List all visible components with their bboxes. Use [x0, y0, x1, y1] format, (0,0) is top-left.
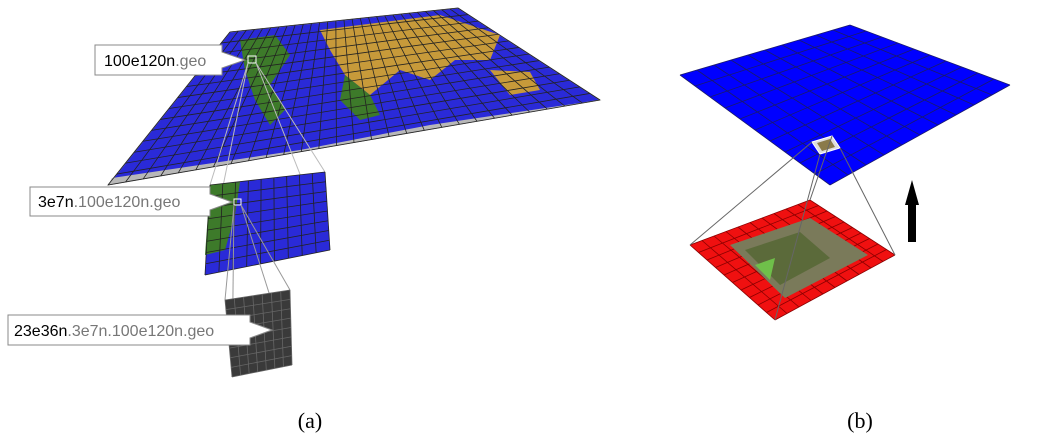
label-text: 3e7n.100e120n.geo [38, 194, 180, 211]
grid-line [207, 210, 328, 231]
map-grid [107, 7, 601, 186]
connectors [689, 135, 896, 321]
grid-line [116, 93, 590, 175]
label-head: 23e36n [14, 323, 67, 340]
grid-line [709, 36, 883, 98]
grid-line [203, 27, 489, 66]
label-head: 3e7n [38, 194, 74, 211]
caption: (b) [847, 408, 873, 433]
grid-line [208, 191, 327, 208]
grid-line [208, 200, 327, 220]
label-box [7, 314, 274, 346]
grid-line [784, 66, 963, 153]
grid-line [754, 54, 931, 131]
label-tail: .100e120n.geo [74, 194, 181, 211]
up-arrow [905, 180, 919, 242]
grid-line [724, 42, 899, 109]
label-box [29, 186, 234, 217]
label-tail: .3e7n.100e120n.geo [67, 323, 214, 340]
label: 3e7n.100e120n.geo [29, 186, 234, 217]
grid-line [151, 66, 550, 131]
grid-line [205, 239, 330, 265]
plane-grid [679, 24, 1011, 186]
grid-line [225, 298, 291, 311]
grid-line [142, 73, 560, 142]
grid-line [206, 220, 329, 242]
plane [680, 25, 1010, 185]
label: 100e120n.geo [94, 44, 247, 76]
grid-line [679, 24, 851, 76]
grid-line [224, 289, 291, 301]
grid-line [209, 181, 326, 197]
grid-line [134, 79, 570, 153]
caption: (a) [298, 408, 322, 433]
tile-plane [204, 171, 331, 276]
grid-line [231, 364, 293, 378]
grid-line [739, 48, 915, 120]
label: 23e36n.3e7n.100e120n.geo [7, 314, 274, 346]
grid-line [177, 47, 519, 98]
label-text: 100e120n.geo [104, 53, 206, 70]
grid-line [204, 249, 331, 276]
grid-line [125, 86, 580, 164]
grid-line [766, 249, 887, 313]
map-land [490, 70, 540, 95]
red-plane [689, 199, 896, 321]
label-box [94, 44, 247, 76]
grid-line [229, 336, 292, 349]
grid-line [107, 99, 601, 186]
photo-detail [745, 232, 830, 285]
grid-line [694, 30, 867, 87]
grid-line [221, 14, 469, 44]
blue-plane [679, 24, 1011, 186]
label-tail: .geo [175, 53, 206, 70]
grid-line [689, 199, 811, 246]
grid-line [698, 205, 819, 253]
grid-line [206, 230, 329, 253]
grid-line [829, 84, 1011, 186]
world-map [106, 7, 602, 186]
grid-line [212, 20, 479, 55]
label-text: 23e36n.3e7n.100e120n.geo [14, 323, 214, 340]
selection [233, 198, 242, 206]
grid-line [231, 355, 292, 368]
grid-line [168, 53, 530, 109]
grid-line [229, 7, 459, 33]
grid-line [230, 345, 292, 359]
grid-line [769, 60, 947, 142]
grid-line [209, 171, 326, 186]
inset-photo [817, 139, 835, 151]
grid-line [774, 254, 896, 321]
photo-detail [755, 258, 775, 280]
label-head: 100e120n [104, 53, 175, 70]
selection [247, 55, 257, 64]
grid-line [186, 40, 509, 88]
grid-line [160, 60, 540, 120]
